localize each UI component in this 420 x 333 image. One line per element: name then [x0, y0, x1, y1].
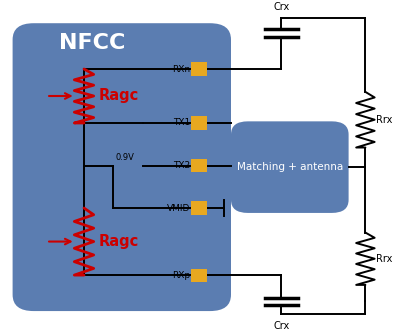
FancyBboxPatch shape: [13, 23, 231, 311]
Text: Ragc: Ragc: [99, 234, 139, 249]
Text: VMID: VMID: [166, 203, 190, 212]
Text: Ragc: Ragc: [99, 89, 139, 104]
FancyBboxPatch shape: [231, 121, 349, 213]
Text: Crx: Crx: [273, 321, 289, 331]
Text: Matching + antenna: Matching + antenna: [237, 162, 343, 172]
Text: RXp: RXp: [172, 271, 190, 280]
Text: TX1: TX1: [173, 119, 190, 128]
Text: Rrx: Rrx: [376, 254, 392, 264]
Text: Crx: Crx: [273, 2, 289, 12]
Text: 0.9V: 0.9V: [116, 153, 134, 162]
Bar: [191, 159, 207, 172]
Text: NFCC: NFCC: [59, 33, 126, 53]
Bar: [191, 63, 207, 76]
Text: Rrx: Rrx: [376, 115, 392, 125]
Bar: [191, 268, 207, 282]
Text: TX2: TX2: [173, 161, 190, 170]
Text: RXn: RXn: [172, 65, 190, 74]
Bar: [191, 201, 207, 214]
Bar: [191, 117, 207, 130]
